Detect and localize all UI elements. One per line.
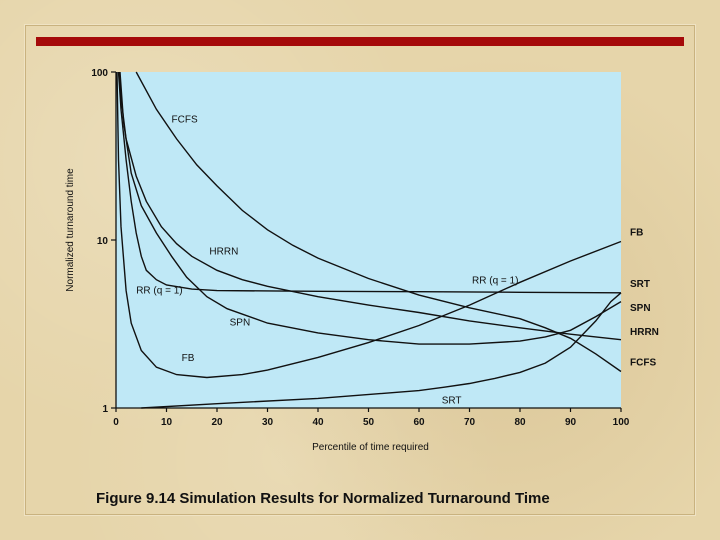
x-tick-label: 10 — [161, 417, 173, 428]
x-tick-label: 50 — [363, 417, 375, 428]
curve-fb — [116, 71, 622, 379]
curve-labels: FCFS HRRN RR (q = 1) RR (q = 1) SPN FB SRT FB SR… — [136, 115, 659, 407]
x-tick-label: 20 — [211, 417, 223, 428]
curve-rr-q-1- — [117, 71, 622, 294]
curve-label: RR (q = 1) — [472, 276, 518, 287]
curve-spn — [119, 71, 622, 345]
x-tick-label: 100 — [613, 417, 630, 428]
x-tick-label: 80 — [514, 417, 526, 428]
curve-fcfs — [135, 71, 622, 373]
title-bar — [36, 37, 684, 46]
x-tick-label: 40 — [312, 417, 324, 428]
edge-label: FB — [630, 227, 643, 238]
curve-label: FCFS — [172, 115, 198, 126]
curve-srt — [141, 292, 622, 409]
curve-label: HRRN — [209, 246, 238, 257]
x-tick-label: 0 — [113, 417, 119, 428]
edge-label: FCFS — [630, 357, 656, 368]
edge-label: SPN — [630, 303, 651, 314]
tick-labels: 0 10 20 30 40 50 60 70 80 90 100 100 10 1 — [91, 68, 629, 428]
y-tick-label: 10 — [97, 236, 109, 247]
curve-label: SRT — [442, 396, 462, 407]
edge-label: SRT — [630, 279, 650, 290]
x-tick-label: 70 — [464, 417, 476, 428]
plot-area — [116, 72, 621, 408]
x-tick-label: 30 — [262, 417, 274, 428]
curve-label: SPN — [230, 317, 251, 328]
y-axis-label: Normalized turnaround time — [65, 168, 76, 292]
curves — [116, 71, 622, 409]
y-tick-label: 100 — [91, 68, 108, 79]
curve-hrrn — [118, 71, 622, 341]
y-tick-label: 1 — [102, 404, 108, 415]
slide-frame — [24, 24, 696, 516]
x-axis-label: Percentile of time required — [312, 442, 429, 453]
curve-label: RR (q = 1) — [136, 286, 182, 297]
curve-label: FB — [182, 353, 195, 364]
edge-label: HRRN — [630, 327, 659, 338]
figure-caption: Figure 9.14 Simulation Results for Norma… — [96, 490, 550, 507]
x-tick-label: 90 — [565, 417, 577, 428]
x-tick-label: 60 — [413, 417, 425, 428]
